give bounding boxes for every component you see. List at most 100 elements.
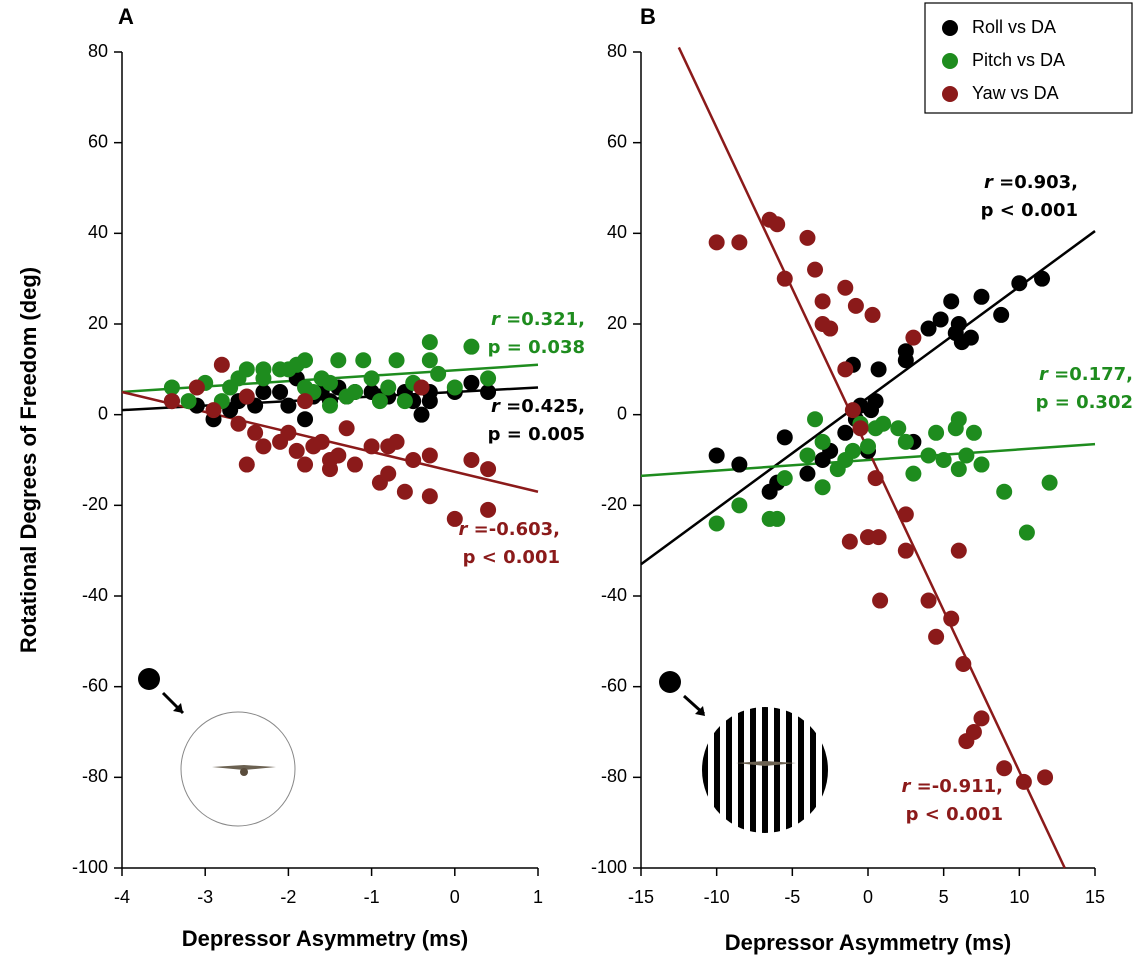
data-point (950, 461, 967, 478)
data-point (905, 329, 922, 346)
x-tick-label: -15 (628, 887, 654, 907)
data-point (867, 393, 884, 410)
data-point (463, 338, 480, 355)
data-point (463, 452, 480, 468)
data-point (708, 234, 725, 251)
x-tick-label: 10 (1009, 887, 1029, 907)
data-point (799, 465, 816, 482)
data-point (996, 483, 1013, 500)
data-point (255, 438, 272, 455)
data-point (280, 397, 297, 414)
annotation: r =0.903, (984, 172, 1078, 193)
y-tick-label: -40 (82, 585, 108, 605)
data-point (841, 533, 858, 550)
stimulus-ball (138, 668, 160, 690)
data-point (205, 402, 222, 419)
y-tick-label: 40 (88, 222, 108, 242)
annotation: r =0.425, (491, 396, 585, 417)
data-point (346, 384, 363, 400)
data-point (413, 379, 430, 396)
arena (180, 711, 296, 827)
data-point (330, 352, 347, 369)
data-point (950, 411, 967, 428)
y-tick-label: 20 (607, 313, 627, 333)
data-point (380, 379, 397, 396)
data-point (950, 542, 967, 559)
data-point (935, 452, 952, 468)
data-point (844, 402, 861, 419)
y-tick-label: -40 (601, 585, 627, 605)
panel-label: B (640, 4, 656, 29)
data-point (480, 384, 497, 400)
data-point (396, 393, 413, 410)
data-point (446, 379, 463, 396)
data-point (814, 293, 831, 310)
panel-label: A (118, 4, 134, 29)
arrow-head (695, 706, 705, 716)
data-point (996, 760, 1013, 777)
data-point (973, 288, 990, 305)
data-point (837, 361, 854, 378)
y-tick-label: -80 (601, 766, 627, 786)
data-point (322, 397, 338, 414)
y-tick-label: 20 (88, 313, 108, 333)
data-point (163, 379, 180, 396)
data-point (875, 415, 892, 432)
arrow-head (173, 703, 183, 713)
data-point (932, 311, 949, 328)
data-point (421, 488, 438, 505)
data-point (388, 433, 405, 450)
y-tick-label: 0 (617, 403, 627, 423)
y-tick-label: 40 (607, 222, 627, 242)
data-point (962, 329, 979, 346)
y-tick-label: 80 (88, 41, 108, 61)
data-point (731, 234, 748, 251)
data-point (238, 361, 255, 378)
data-point (188, 379, 205, 396)
data-point (872, 592, 889, 609)
data-point (769, 216, 786, 233)
data-point (1037, 769, 1054, 786)
x-tick-label: -4 (114, 887, 130, 907)
data-point (837, 279, 854, 296)
data-point (897, 542, 914, 559)
x-tick-label: 0 (450, 887, 460, 907)
data-point (238, 388, 255, 405)
bird (736, 761, 796, 766)
data-point (708, 515, 725, 532)
data-point (955, 656, 972, 672)
data-point (920, 320, 937, 337)
annotation: p = 0.005 (488, 424, 585, 445)
legend-label: Roll vs DA (972, 17, 1056, 37)
data-point (822, 320, 839, 337)
annotation: p < 0.001 (981, 200, 1078, 221)
data-point (247, 424, 264, 441)
annotation: r =0.177, (1039, 364, 1133, 385)
data-point (213, 356, 230, 373)
data-point (897, 343, 914, 360)
data-point (446, 510, 463, 527)
data-point (396, 483, 413, 500)
data-point (814, 433, 831, 450)
data-point (346, 456, 363, 473)
legend-marker (942, 20, 958, 36)
data-point (973, 710, 990, 727)
x-tick-label: 1 (533, 887, 543, 907)
x-tick-label: -1 (364, 887, 380, 907)
data-point (297, 352, 314, 369)
annotation: p = 0.038 (488, 337, 585, 358)
y-tick-label: -80 (82, 766, 108, 786)
x-tick-label: -5 (784, 887, 800, 907)
y-tick-label: -100 (72, 857, 108, 877)
data-point (1034, 270, 1051, 287)
data-point (776, 429, 793, 446)
data-point (255, 384, 272, 400)
data-point (731, 456, 748, 473)
data-point (463, 374, 480, 391)
data-point (313, 433, 330, 450)
x-tick-label: 5 (939, 887, 949, 907)
y-tick-label: -20 (601, 494, 627, 514)
data-point (950, 316, 967, 332)
data-point (965, 424, 982, 441)
annotation: r =-0.603, (459, 519, 560, 540)
